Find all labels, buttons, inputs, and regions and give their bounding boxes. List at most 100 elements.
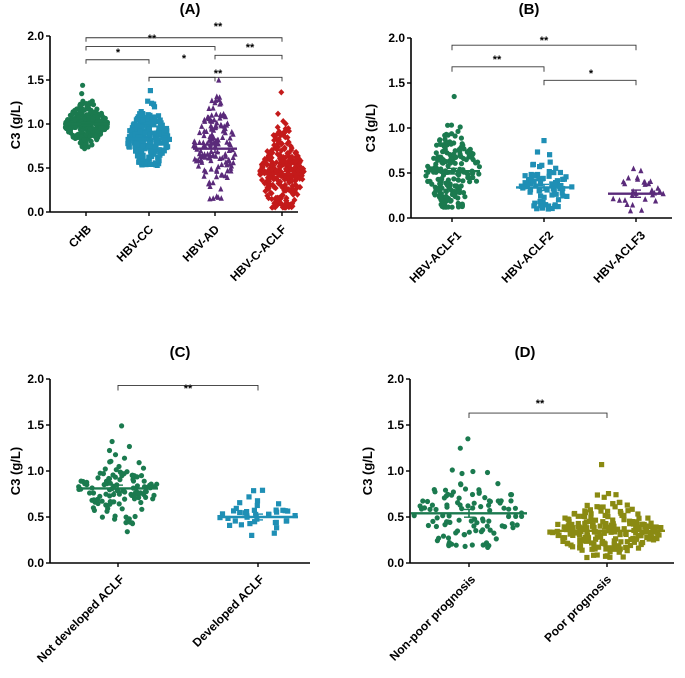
panel-d-poor-prognosis-point [636,525,642,531]
panel-a-hbv-c-aclf-point [284,140,291,147]
panel-d-poor-prognosis-point [618,539,624,545]
panel-a-comparison-bracket-5 [148,76,283,82]
panel-d-non-poor-prognosis-point [425,522,431,529]
panel-b-hbv-aclf1-point [456,146,462,152]
panel-c-not-developed-aclf-point [136,460,142,466]
panel-a-comparison-label-4: * [182,53,187,65]
panel-d-ytick-0: 0.0 [387,556,404,570]
panel-c-not-developed-aclf-point [134,483,140,489]
panel-c-not-developed-aclf-point [91,497,97,503]
panel-d-poor-prognosis-point [624,539,630,545]
panel-d-poor-prognosis-point [658,525,664,531]
panel-b-hbv-aclf3-point [630,165,637,172]
panel-d-poor-prognosis-point [547,529,553,535]
panel-c-title: (C) [170,344,191,361]
panel-c-not-developed-aclf-point [126,443,132,450]
panel-a-chb-point [87,126,93,132]
panel-a-hbv-c-aclf-point [271,141,278,149]
panel-c-not-developed-aclf-point [142,489,148,495]
panel-d-non-poor-prognosis-point [484,469,491,476]
panel-c-developed-aclf-point [251,507,257,513]
panel-d-poor-prognosis-point [623,544,629,551]
panel-b-hbv-aclf1-point [451,176,457,182]
panel-c-developed-aclf-point [272,520,278,526]
panel-a-chb-point [76,114,82,120]
panel-a-ytick-2: 1.0 [27,117,44,131]
panel-b-hbv-aclf3-point [625,174,631,181]
panel-a-hbv-ad-point [198,157,204,163]
panel-d-poor-prognosis-point [607,549,613,555]
panel-d-poor-prognosis-point [572,510,578,517]
panel-a-hbv-ad-point [208,122,214,129]
panel-b-hbv-aclf1-point [437,137,443,144]
panel-d-poor-prognosis-point [624,502,630,508]
panel-c-developed-aclf-point [259,487,266,493]
panel-a-hbv-cc-point [152,148,158,154]
panel-d-non-poor-prognosis-point [446,513,452,519]
panel-a-comparison-bracket-2 [214,54,283,60]
panel-c-not-developed-aclf-point [150,496,156,502]
panel-a-hbv-c-aclf-point [278,140,285,148]
panel-d-comparison-bracket-0 [468,412,608,419]
panel-d-poor-prognosis-point [570,525,576,531]
panel-d-poor-prognosis-point [629,506,635,512]
panel-a-hbv-cc-point [156,161,162,167]
panel-c-plot-area [46,378,310,567]
panel-d-non-poor-prognosis-point [469,542,475,548]
panel-a-chb-point [82,116,88,122]
panel-a-hbv-cc-point [161,148,167,154]
panel-b-hbv-aclf1-point [438,178,444,184]
panel-d-poor-prognosis-point [649,535,655,541]
panel-a-hbv-c-aclf-point [271,184,278,191]
panel-b-plot-area [407,37,672,222]
panel-d-poor-prognosis-point [617,532,623,538]
panel-b-hbv-aclf3-point [642,196,648,202]
panel-b-hbv-aclf1-point [447,152,453,158]
panel-a-hbv-ad-point [191,138,197,144]
panel-d-plot-area [406,378,674,567]
panel-b-hbv-aclf1-point [439,185,445,191]
panel-d-non-poor-prognosis-point [453,542,459,548]
panel-a-hbv-c-aclf-point [285,125,292,132]
panel-a-hbv-cc-point [135,134,141,140]
panel-a-hbv-cc-point [157,117,163,123]
panel-b-hbv-aclf3-point [622,197,628,203]
panel-a-hbv-ad-point [203,168,209,175]
panel-d-non-poor-prognosis-point [440,533,447,539]
panel-a-hbv-cc-point [162,137,168,143]
panel-d-non-poor-prognosis-point [501,505,507,511]
panel-a-hbv-c-aclf-point [268,148,274,155]
panel-a-hbv-ad-point [198,153,204,159]
panel-d-poor-prognosis-point [555,521,561,527]
panel-b-hbv-aclf2-point [538,193,544,199]
panel-b-hbv-aclf2-point [553,165,559,171]
panel-a-hbv-cc-point [151,151,157,157]
panel-d-ytick-3: 1.5 [387,418,404,432]
panel-c-developed-aclf-point [238,522,244,528]
panel-a-hbv-c-aclf-point [266,153,273,160]
panel-a-hbv-cc-point [138,124,144,130]
panel-c-not-developed-aclf-point [129,492,135,498]
panel-c-not-developed-aclf-point [124,529,130,535]
panel-b-hbv-aclf1-point [476,171,482,177]
panel-a-hbv-ad-point [214,166,220,173]
panel-b-hbv-aclf2-point [532,200,538,206]
panel-b-hbv-aclf1-point [442,144,448,150]
panel-a-hbv-ad-point [232,151,238,157]
panel-c-developed-aclf-point [249,532,255,538]
panel-b-hbv-aclf1-point [445,204,451,210]
panel-d-non-poor-prognosis-point [449,541,455,547]
panel-b-hbv-aclf3-point [657,188,663,194]
panel-c-developed-aclf-point [233,505,239,511]
panel-a-hbv-cc-point [128,133,134,139]
panel-d-non-poor-prognosis-point [478,529,484,535]
panel-d-poor-prognosis-point [638,533,644,539]
panel-d-non-poor-prognosis-point [491,530,497,536]
panel-a-hbv-cc-point [156,125,162,131]
panel-a-hbv-c-aclf-point [282,200,289,208]
panel-d-poor-prognosis-point [612,504,618,510]
panel-a-ytick-1: 0.5 [27,161,44,175]
panel-a-hbv-ad-point [201,142,207,149]
panel-a-hbv-cc-point [132,135,138,141]
panel-b-hbv-aclf2-point [534,206,540,212]
